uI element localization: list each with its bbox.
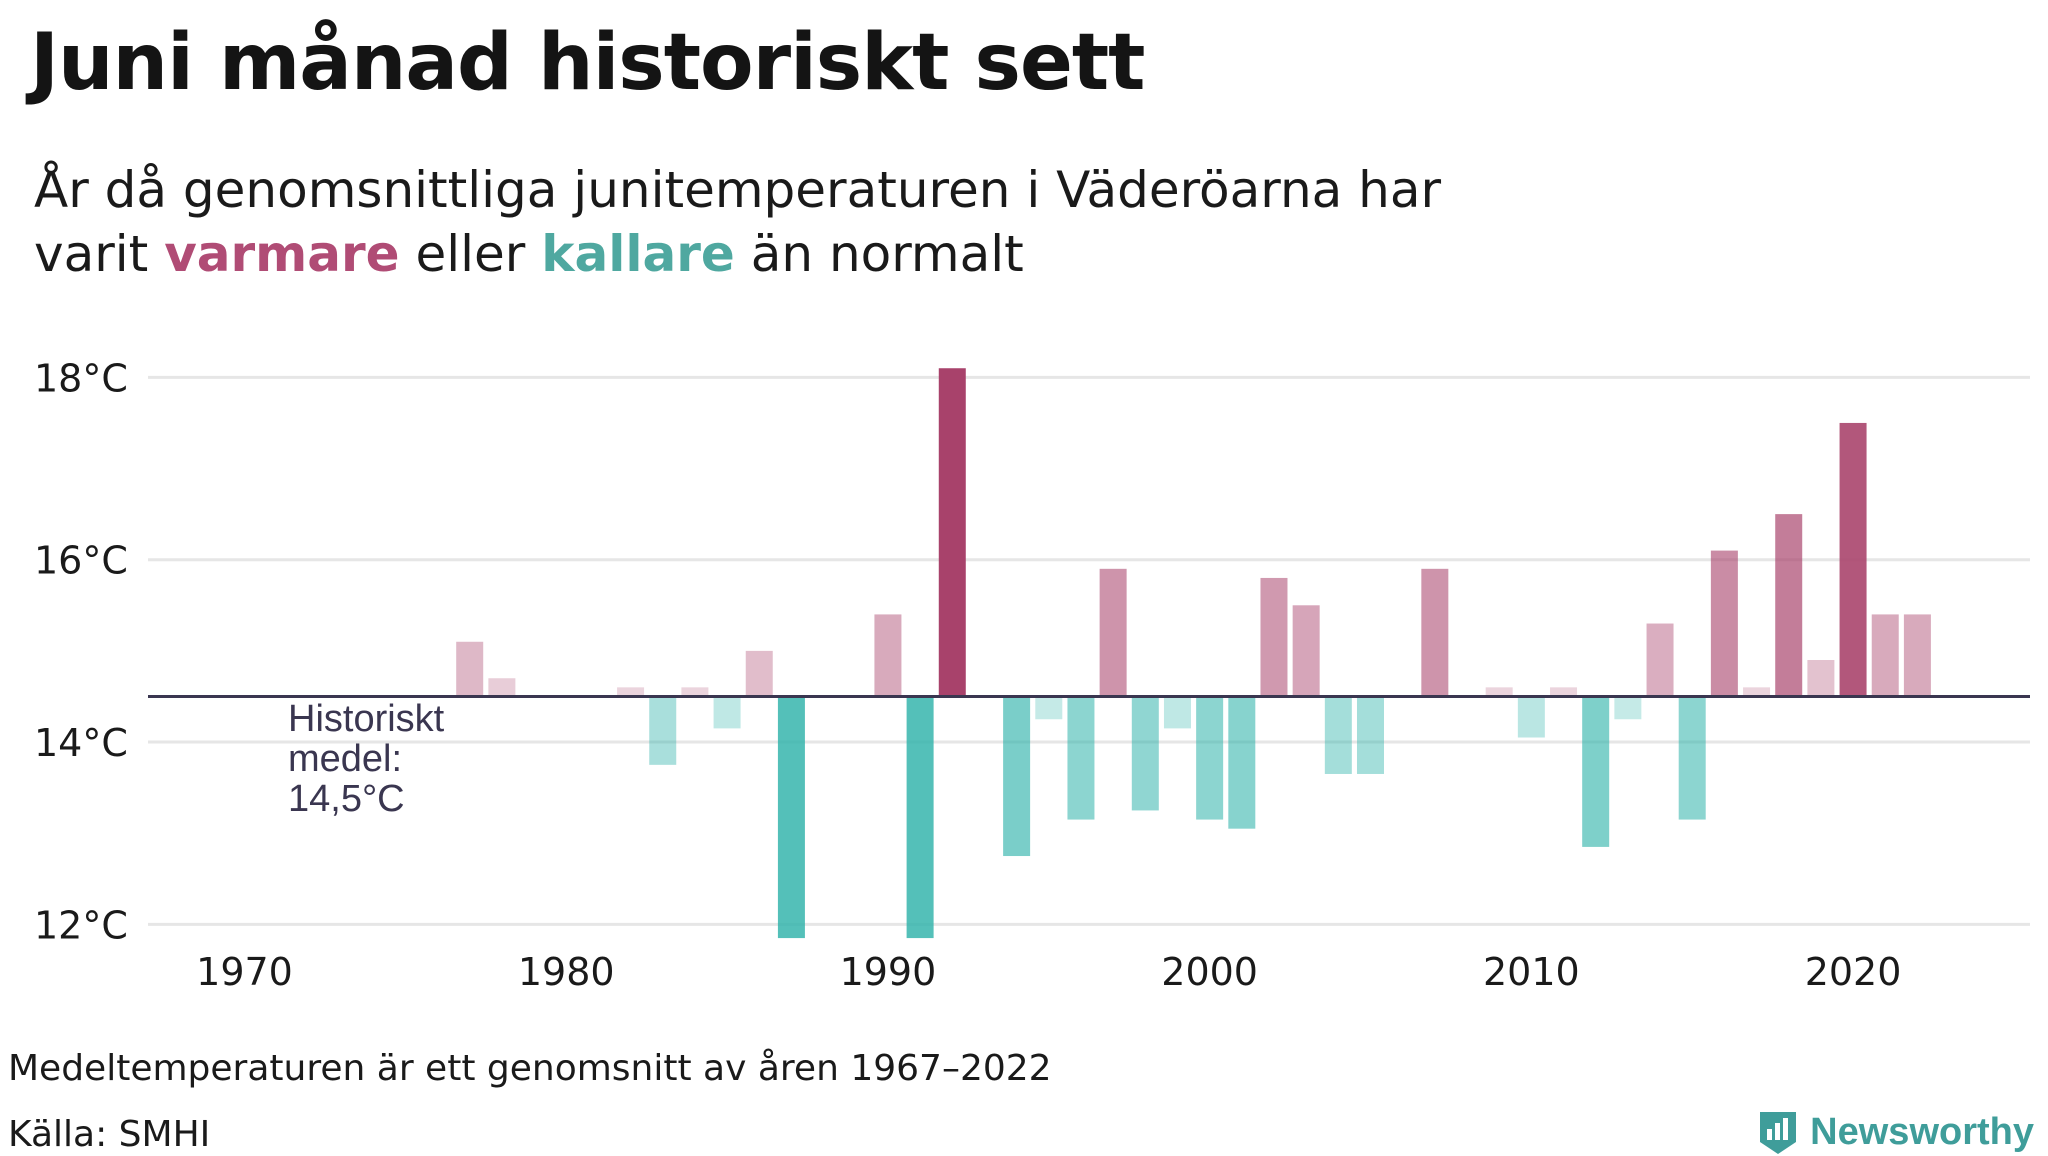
bar-1998 bbox=[1131, 696, 1159, 811]
baseline-label-line: Historiskt bbox=[288, 698, 445, 740]
x-tick-label: 2000 bbox=[1161, 950, 1258, 994]
bar-1992 bbox=[938, 368, 966, 697]
y-tick-label: 16°C bbox=[34, 539, 128, 583]
bar-2019 bbox=[1807, 660, 1835, 697]
subtitle-suffix: än normalt bbox=[734, 225, 1024, 283]
brand-label: Newsworthy bbox=[1810, 1110, 2034, 1153]
bar-1997 bbox=[1099, 568, 1127, 697]
bar-1978 bbox=[488, 678, 516, 697]
newsworthy-logo-icon bbox=[1760, 1112, 1797, 1154]
subtitle-line-1: År då genomsnittliga junitemperaturen i … bbox=[34, 161, 1442, 219]
bar-1994 bbox=[1003, 696, 1031, 857]
gridlines bbox=[148, 375, 2030, 926]
chart-subtitle: År då genomsnittliga junitemperaturen i … bbox=[34, 158, 1441, 286]
y-tick-label: 18°C bbox=[34, 356, 128, 400]
bar-1985 bbox=[713, 696, 741, 729]
bar-2016 bbox=[1710, 550, 1738, 697]
subtitle-middle: eller bbox=[399, 225, 542, 283]
bar-1987 bbox=[777, 696, 805, 939]
bar-2012 bbox=[1582, 696, 1610, 847]
bar-1995 bbox=[1035, 696, 1063, 720]
brand-logo: Newsworthy bbox=[1756, 1108, 2034, 1156]
footnote: Medeltemperaturen är ett genomsnitt av å… bbox=[8, 1048, 1052, 1089]
bar-2007 bbox=[1421, 568, 1449, 697]
subtitle-line-2-prefix: varit bbox=[34, 225, 165, 283]
subtitle-warm-word: varmare bbox=[164, 225, 400, 283]
bar-1977 bbox=[456, 641, 484, 697]
bar-2010 bbox=[1517, 696, 1545, 738]
x-tick-label: 1970 bbox=[196, 950, 293, 994]
bar-2017 bbox=[1743, 687, 1771, 697]
bar-2002 bbox=[1260, 577, 1288, 697]
y-tick-label: 14°C bbox=[34, 721, 128, 765]
bar-1990 bbox=[874, 614, 902, 697]
bar-2015 bbox=[1678, 696, 1706, 820]
x-tick-label: 1980 bbox=[518, 950, 615, 994]
bars bbox=[456, 368, 1931, 939]
baseline-label-line: medel: bbox=[288, 738, 402, 780]
y-tick-label: 12°C bbox=[34, 903, 128, 947]
bar-1982 bbox=[617, 687, 645, 697]
bar-2009 bbox=[1485, 687, 1513, 697]
bar-2013 bbox=[1614, 696, 1642, 720]
bar-1999 bbox=[1163, 696, 1191, 729]
bar-2021 bbox=[1871, 614, 1899, 697]
bar-2022 bbox=[1903, 614, 1931, 697]
bar-2020 bbox=[1839, 422, 1867, 697]
chart-title: Juni månad historiskt sett bbox=[30, 18, 1145, 108]
bar-1996 bbox=[1067, 696, 1095, 820]
x-tick-label: 1990 bbox=[840, 950, 937, 994]
bar-2011 bbox=[1550, 687, 1578, 697]
x-tick-label: 2020 bbox=[1805, 950, 1902, 994]
bar-2003 bbox=[1292, 605, 1320, 697]
bar-2005 bbox=[1356, 696, 1384, 774]
baseline-group: Historiskt medel: 14,5°C bbox=[148, 694, 2030, 820]
bar-1986 bbox=[745, 650, 773, 697]
bar-2001 bbox=[1228, 696, 1256, 829]
bar-1991 bbox=[906, 696, 934, 939]
bar-2000 bbox=[1196, 696, 1224, 820]
bar-2018 bbox=[1775, 514, 1803, 697]
bar-2014 bbox=[1646, 623, 1674, 697]
baseline-label-line: 14,5°C bbox=[288, 778, 405, 820]
bar-2004 bbox=[1324, 696, 1352, 774]
baseline-label: Historiskt medel: 14,5°C bbox=[288, 698, 445, 820]
source-label: Källa: SMHI bbox=[8, 1114, 211, 1155]
y-axis-tick-labels: 12°C 14°C 16°C 18°C bbox=[34, 356, 128, 947]
x-axis-tick-labels: 1970 1980 1990 2000 2010 2020 bbox=[196, 950, 1901, 994]
bar-1984 bbox=[681, 687, 709, 697]
x-tick-label: 2010 bbox=[1483, 950, 1580, 994]
temperature-bar-chart: 12°C14°C16°C18°C Historiskt medel: 14,5°C … bbox=[34, 356, 2030, 994]
bar-1983 bbox=[649, 696, 677, 765]
subtitle-cold-word: kallare bbox=[541, 225, 735, 283]
